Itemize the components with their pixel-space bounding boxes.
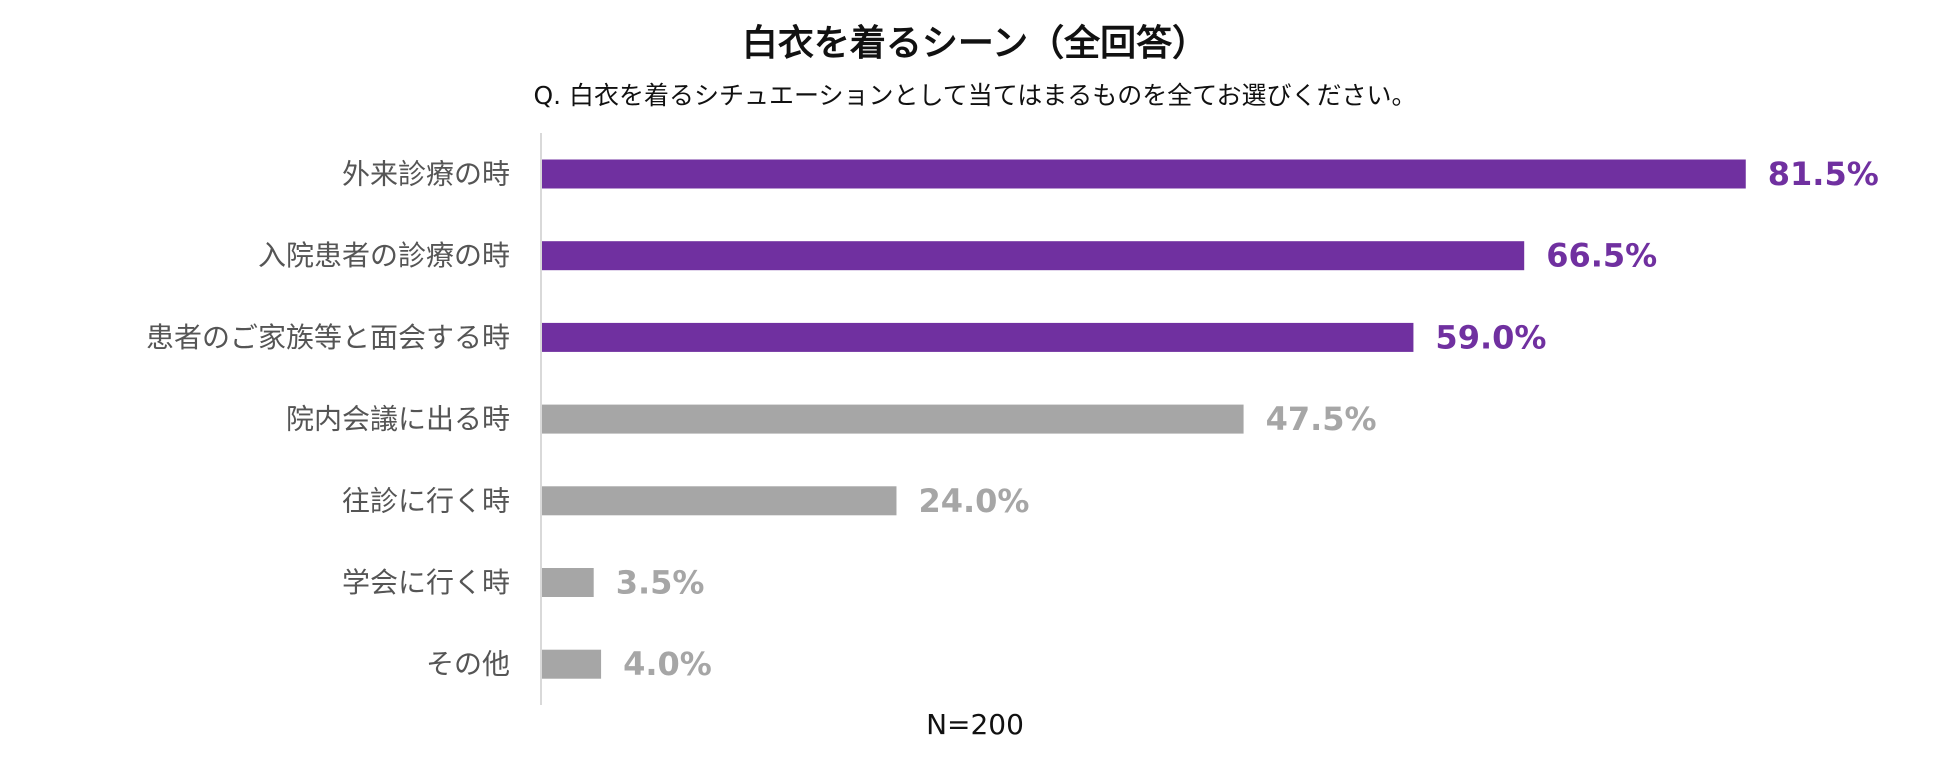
category-label: 入院患者の診療の時 bbox=[258, 239, 510, 272]
bars-group: 外来診療の時 81.5% 入院患者の診療の時 66.5% 患者のご家族等と面会する時 59… bbox=[146, 155, 1879, 683]
category-label: その他 bbox=[426, 648, 510, 681]
bar bbox=[542, 568, 594, 597]
value-label: 59.0% bbox=[1435, 318, 1546, 356]
category-label: 患者のご家族等と面会する時 bbox=[146, 321, 510, 354]
bar bbox=[542, 241, 1525, 271]
chart-title: 白衣を着るシーン（全回答） bbox=[741, 23, 1209, 64]
bar bbox=[542, 486, 897, 516]
value-label: 4.0% bbox=[623, 645, 712, 683]
value-label: 24.0% bbox=[918, 482, 1029, 520]
category-label: 院内会議に出る時 bbox=[286, 403, 510, 436]
value-label: 81.5% bbox=[1768, 155, 1879, 193]
value-label: 47.5% bbox=[1266, 400, 1377, 438]
value-label: 66.5% bbox=[1546, 237, 1657, 275]
bar bbox=[542, 404, 1244, 434]
chart-subtitle: Q. 白衣を着るシチュエーションとして当てはまるものを全てお選びください。 bbox=[533, 81, 1417, 110]
category-label: 学会に行く時 bbox=[342, 566, 510, 599]
category-label: 往診に行く時 bbox=[342, 484, 510, 517]
bar bbox=[542, 322, 1414, 352]
bar bbox=[542, 159, 1746, 189]
category-label: 外来診療の時 bbox=[342, 158, 510, 191]
bar bbox=[542, 649, 602, 679]
sample-size-note: N=200 bbox=[926, 708, 1024, 741]
value-label: 3.5% bbox=[616, 564, 705, 602]
